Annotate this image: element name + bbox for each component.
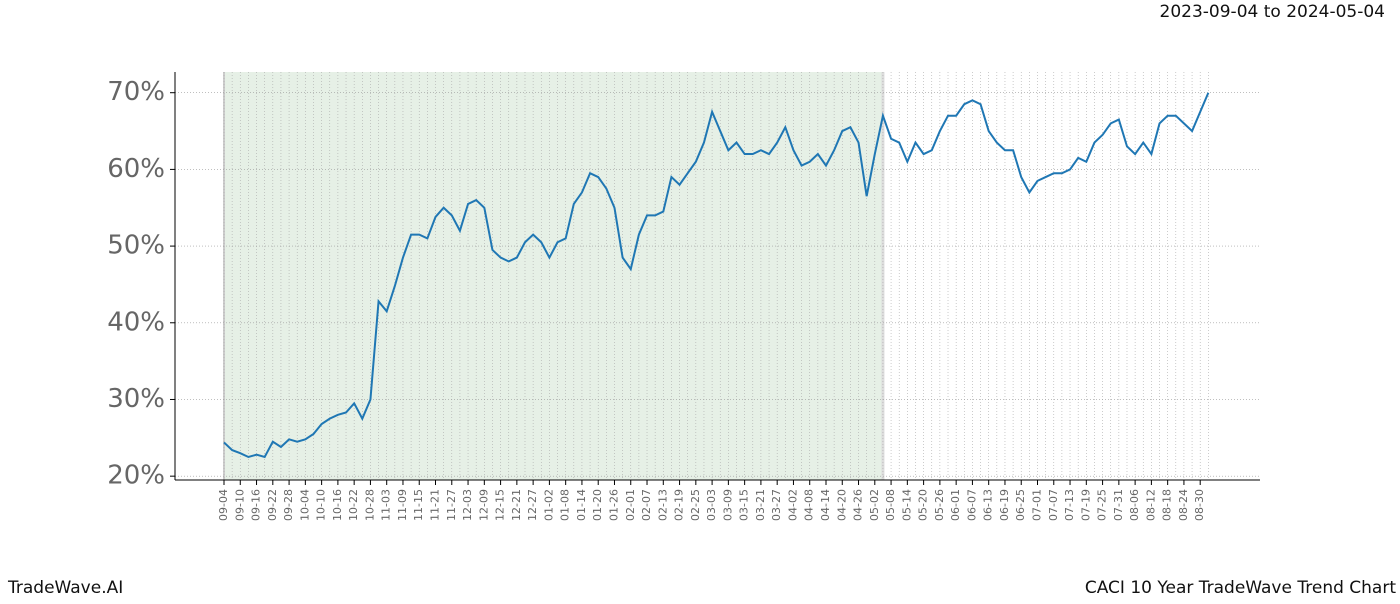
x-tick-label: 07-19 <box>1079 489 1092 521</box>
footer-right: CACI 10 Year TradeWave Trend Chart <box>1085 578 1397 598</box>
x-tick-label: 02-25 <box>689 489 702 521</box>
x-tick-label: 05-14 <box>900 489 913 521</box>
x-tick-label: 01-08 <box>559 489 572 521</box>
footer-left: TradeWave.AI <box>7 578 123 598</box>
chart-title: 2023-09-04 to 2024-05-04 <box>1160 2 1385 22</box>
x-tick-label: 04-26 <box>852 489 865 521</box>
x-tick-label: 01-02 <box>542 489 555 521</box>
x-tick-label: 09-10 <box>233 489 246 521</box>
x-tick-label: 12-27 <box>526 489 539 521</box>
x-tick-label: 09-28 <box>282 489 295 521</box>
shaded-region <box>224 72 883 480</box>
x-tick-label: 06-19 <box>998 489 1011 521</box>
x-tick-label: 09-22 <box>266 489 279 521</box>
x-tick-label: 05-20 <box>917 489 930 521</box>
x-tick-label: 05-08 <box>884 489 897 521</box>
x-tick-label: 08-30 <box>1193 489 1206 521</box>
x-tick-label: 02-01 <box>624 489 637 521</box>
x-tick-label: 12-09 <box>477 489 490 521</box>
x-tick-label: 02-13 <box>656 489 669 521</box>
x-tick-label: 05-02 <box>868 489 881 521</box>
x-tick-label: 10-16 <box>331 489 344 521</box>
x-tick-label: 09-16 <box>250 489 263 521</box>
x-tick-label: 03-27 <box>770 489 783 521</box>
x-tick-label: 12-15 <box>494 489 507 521</box>
x-tick-label: 02-19 <box>673 489 686 521</box>
x-tick-label: 03-15 <box>738 489 751 521</box>
x-tick-label: 12-21 <box>510 489 523 521</box>
x-tick-label: 08-06 <box>1128 489 1141 521</box>
x-tick-label: 04-02 <box>786 489 799 521</box>
x-tick-label: 01-14 <box>575 489 588 521</box>
y-tick-label: 60% <box>107 154 165 184</box>
x-tick-label: 11-03 <box>380 489 393 521</box>
x-tick-label: 10-28 <box>363 489 376 521</box>
x-tick-label: 07-01 <box>1031 489 1044 521</box>
x-tick-label: 04-14 <box>819 489 832 521</box>
x-tick-label: 12-03 <box>461 489 474 521</box>
x-tick-label: 06-13 <box>982 489 995 521</box>
y-tick-label: 20% <box>107 461 165 491</box>
x-tick-label: 07-07 <box>1047 489 1060 521</box>
x-tick-label: 07-31 <box>1112 489 1125 521</box>
x-tick-label: 10-10 <box>315 489 328 521</box>
x-tick-label: 03-03 <box>705 489 718 521</box>
x-tick-label: 03-09 <box>721 489 734 521</box>
x-tick-label: 11-27 <box>445 489 458 521</box>
line-series <box>223 92 1210 459</box>
x-tick-label: 05-26 <box>933 489 946 521</box>
x-tick-label: 01-26 <box>607 489 620 521</box>
x-tick-label: 03-21 <box>754 489 767 521</box>
x-tick-label: 09-04 <box>217 489 230 521</box>
x-tick-label: 04-20 <box>835 489 848 521</box>
y-tick-label: 50% <box>107 231 165 261</box>
x-tick-label: 07-25 <box>1096 489 1109 521</box>
x-tick-label: 08-12 <box>1144 489 1157 521</box>
x-tick-label: 01-20 <box>591 489 604 521</box>
x-tick-label: 06-01 <box>949 489 962 521</box>
x-tick-label: 06-25 <box>1014 489 1027 521</box>
x-tick-label: 07-13 <box>1063 489 1076 521</box>
x-tick-label: 06-07 <box>965 489 978 521</box>
x-tick-label: 10-04 <box>298 489 311 521</box>
x-tick-label: 08-18 <box>1161 489 1174 521</box>
x-tick-label: 10-22 <box>347 489 360 521</box>
x-tick-label: 08-24 <box>1177 489 1190 521</box>
y-tick-label: 40% <box>107 307 165 337</box>
x-tick-label: 11-15 <box>412 489 425 521</box>
y-tick-label: 30% <box>107 384 165 414</box>
x-tick-label: 02-07 <box>640 489 653 521</box>
y-tick-label: 70% <box>107 77 165 107</box>
x-tick-label: 04-08 <box>803 489 816 521</box>
x-tick-label: 11-09 <box>396 489 409 521</box>
x-tick-label: 11-21 <box>429 489 442 521</box>
